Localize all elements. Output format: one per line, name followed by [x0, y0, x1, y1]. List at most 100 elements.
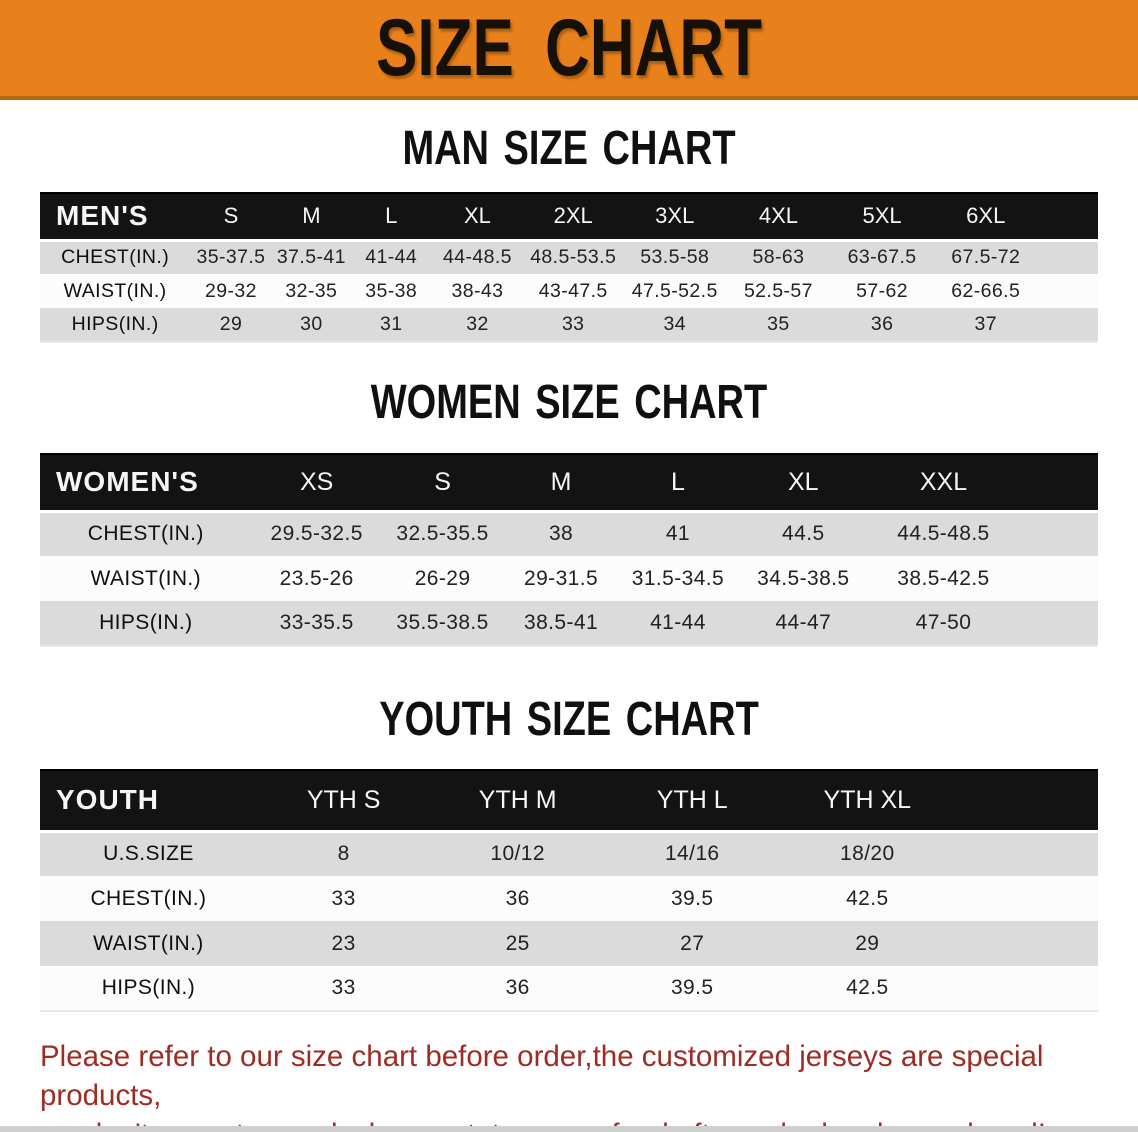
measurement-cell: 33-35.5: [251, 601, 382, 647]
measurement-cell: 26-29: [381, 556, 504, 601]
measurement-cell: 36: [430, 876, 605, 921]
row-label: HIPS(IN.): [40, 966, 257, 1012]
measurement-cell: 27: [604, 921, 780, 966]
measurement-cell: 39.5: [604, 966, 780, 1012]
measurement-cell: 33: [256, 966, 431, 1012]
measurement-cell: 41: [618, 509, 738, 556]
measurement-cell: 34.5-38.5: [737, 556, 870, 601]
measurement-cell: 62-66.5: [933, 274, 1038, 308]
size-column-header: 4XL: [726, 192, 831, 241]
measurement-cell: 41-44: [618, 601, 738, 647]
measurement-row: WAIST(IN.) 23 25 27 29: [40, 921, 1098, 966]
measurement-cell: 52.5-57: [726, 274, 831, 308]
size-column-header: YTH XL: [779, 769, 956, 832]
size-column-header: 2XL: [523, 192, 623, 241]
measurement-cell: 8: [256, 829, 431, 876]
row-label: WAIST(IN.): [40, 556, 252, 601]
measurement-cell: 44-48.5: [431, 238, 524, 274]
cell-spacer: [1037, 308, 1098, 343]
measurement-cell: 30: [271, 308, 352, 343]
size-column-header: XL: [431, 192, 524, 241]
measurement-cell: 29-32: [190, 274, 272, 308]
order-policy-note: Please refer to our size chart before or…: [40, 1038, 1100, 1132]
measurement-row: HIPS(IN.) 33 36 39.5 42.5: [40, 966, 1098, 1012]
measurement-row: WAIST(IN.) 29-32 32-35 35-38 38-43 43-47.5 47.…: [40, 274, 1098, 308]
banner: SIZE CHART: [0, 0, 1138, 100]
row-label: HIPS(IN.): [40, 601, 252, 647]
cell-spacer: [955, 966, 1098, 1012]
order-policy-line-1: Please refer to our size chart before or…: [40, 1040, 1044, 1112]
youth-section-heading: YOUTH SIZE CHART: [0, 694, 1138, 747]
row-label: WAIST(IN.): [40, 921, 257, 966]
table-group-label: WOMEN'S: [40, 453, 252, 512]
man-section-heading-text: MAN SIZE CHART: [402, 122, 736, 176]
measurement-cell: 29: [779, 921, 956, 966]
measurement-row: CHEST(IN.) 33 36 39.5 42.5: [40, 876, 1098, 921]
header-spacer: [1017, 453, 1098, 512]
measurement-cell: 41-44: [351, 238, 432, 274]
man-section-heading: MAN SIZE CHART: [0, 123, 1138, 176]
size-column-header: M: [271, 192, 352, 241]
measurement-cell: 23.5-26: [251, 556, 382, 601]
cell-spacer: [955, 829, 1098, 876]
size-column-header: XXL: [869, 453, 1018, 512]
header-spacer: [955, 769, 1098, 832]
measurement-cell: 32-35: [271, 274, 352, 308]
measurement-cell: 36: [830, 308, 934, 343]
bottom-edge-strip: [0, 1126, 1138, 1132]
cell-spacer: [1037, 238, 1098, 274]
measurement-cell: 44.5: [737, 509, 870, 556]
size-column-header: YTH L: [604, 769, 780, 832]
measurement-cell: 31: [351, 308, 432, 343]
measurement-cell: 39.5: [604, 876, 780, 921]
measurement-row: CHEST(IN.) 29.5-32.5 32.5-35.5 38 41 44.5 44.5…: [40, 509, 1098, 556]
measurement-cell: 35-38: [351, 274, 432, 308]
size-column-header: L: [618, 453, 738, 512]
measurement-cell: 43-47.5: [523, 274, 623, 308]
table-header-row: MEN'S S M L XL 2XL 3XL 4XL 5XL 6XL: [40, 192, 1098, 241]
measurement-cell: 47-50: [869, 601, 1018, 647]
measurement-cell: 37: [933, 308, 1038, 343]
measurement-cell: 57-62: [830, 274, 934, 308]
cell-spacer: [1017, 601, 1098, 647]
size-column-header: S: [190, 192, 272, 241]
size-column-header: 5XL: [830, 192, 934, 241]
measurement-cell: 18/20: [779, 829, 956, 876]
measurement-cell: 32.5-35.5: [381, 509, 504, 556]
row-label: CHEST(IN.): [40, 509, 252, 556]
size-column-header: XS: [251, 453, 382, 512]
table-header-row: YOUTH YTH S YTH M YTH L YTH XL: [40, 769, 1098, 832]
measurement-row: CHEST(IN.) 35-37.5 37.5-41 41-44 44-48.5 48.5…: [40, 238, 1098, 274]
measurement-cell: 32: [431, 308, 524, 343]
youth-size-table: YOUTH YTH S YTH M YTH L YTH XL U.S.SIZE 8 10/12…: [40, 769, 1098, 1012]
youth-size-section: YOUTH SIZE CHART YOUTH YTH S YTH M YTH L YTH…: [0, 694, 1138, 1012]
row-label: WAIST(IN.): [40, 274, 191, 308]
row-label: CHEST(IN.): [40, 238, 191, 274]
men-size-table: MEN'S S M L XL 2XL 3XL 4XL 5XL 6XL CHEST(IN.) 35-37…: [40, 192, 1098, 343]
size-column-header: 6XL: [933, 192, 1038, 241]
table-group-label: MEN'S: [40, 192, 191, 241]
cell-spacer: [1017, 556, 1098, 601]
measurement-cell: 44.5-48.5: [869, 509, 1018, 556]
measurement-cell: 38.5-42.5: [869, 556, 1018, 601]
measurement-cell: 58-63: [726, 238, 831, 274]
measurement-cell: 14/16: [604, 829, 780, 876]
measurement-cell: 33: [256, 876, 431, 921]
measurement-cell: 23: [256, 921, 431, 966]
cell-spacer: [1017, 509, 1098, 556]
measurement-cell: 25: [430, 921, 605, 966]
measurement-row: HIPS(IN.) 33-35.5 35.5-38.5 38.5-41 41-44 44-…: [40, 601, 1098, 647]
size-column-header: M: [503, 453, 619, 512]
measurement-cell: 48.5-53.5: [523, 238, 623, 274]
banner-title: SIZE CHART: [376, 3, 762, 93]
measurement-row: HIPS(IN.) 29 30 31 32 33 34 35 36 37: [40, 308, 1098, 343]
measurement-cell: 63-67.5: [830, 238, 934, 274]
measurement-cell: 35.5-38.5: [381, 601, 504, 647]
measurement-cell: 29-31.5: [503, 556, 619, 601]
size-column-header: S: [381, 453, 504, 512]
size-column-header: L: [351, 192, 432, 241]
size-column-header: XL: [737, 453, 870, 512]
cell-spacer: [955, 876, 1098, 921]
measurement-cell: 47.5-52.5: [622, 274, 727, 308]
